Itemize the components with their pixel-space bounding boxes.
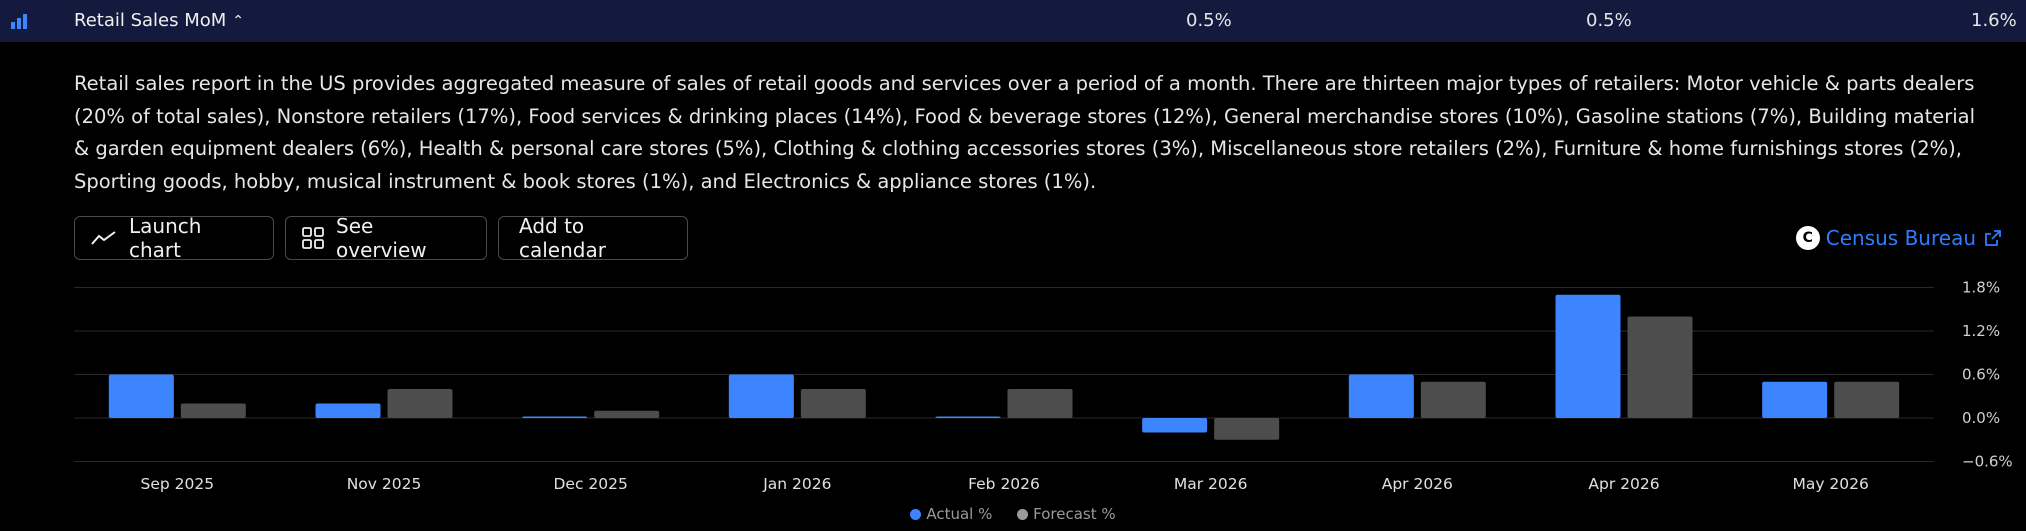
x-tick-label: Apr 2026 (1588, 475, 1659, 493)
x-tick-label: Apr 2026 (1382, 475, 1453, 493)
launch-chart-button[interactable]: Launch chart (74, 214, 274, 262)
x-tick-label: Jan 2026 (762, 475, 831, 493)
legend-actual-dot (910, 508, 922, 520)
source-link[interactable]: C Census Bureau (1795, 224, 2002, 252)
y-tick-label: −0.6% (1962, 453, 2013, 471)
legend-forecast-label: Forecast % (1033, 505, 1116, 523)
forecast-bar[interactable] (387, 389, 453, 418)
y-tick-label: 0.0% (1962, 409, 2000, 427)
x-tick-label: Dec 2025 (553, 475, 627, 493)
see-overview-label: See overview (336, 214, 427, 262)
indicator-description: Retail sales report in the US provides a… (74, 72, 1976, 193)
bar-chart-icon (11, 14, 27, 29)
y-tick-label: 1.2% (1962, 322, 2000, 340)
actual-bar[interactable] (728, 374, 794, 419)
x-tick-label: Sep 2025 (141, 475, 215, 493)
indicator-title[interactable]: Retail Sales MoM ⌃ (74, 0, 244, 42)
forecast-bar[interactable] (1007, 389, 1073, 418)
legend-actual: Actual % (910, 505, 992, 523)
see-overview-button[interactable]: See overview (285, 214, 487, 262)
add-to-calendar-button[interactable]: Add to calendar (498, 214, 688, 262)
forecast-bar[interactable] (1627, 316, 1693, 419)
x-tick-label: May 2026 (1792, 475, 1868, 493)
actual-bar[interactable] (1348, 374, 1414, 419)
y-tick-label: 1.8% (1962, 279, 2000, 297)
actual-bar[interactable] (935, 416, 1001, 419)
forecast-bar[interactable] (1420, 381, 1486, 418)
retail-sales-chart: 1.8% 1.2% 0.6% 0.0% −0.6% Sep 2025 Nov 2025 Dec… (74, 279, 2013, 493)
forecast-bar[interactable] (594, 410, 660, 418)
trend-line-icon (91, 230, 117, 246)
forecast-bar[interactable] (800, 389, 866, 418)
external-link-icon (1984, 229, 2002, 247)
actual-bar[interactable] (1762, 381, 1828, 418)
census-logo: C (1795, 226, 1820, 250)
actual-value: 0.5% (1186, 10, 1232, 31)
legend-actual-label: Actual % (926, 505, 993, 523)
indicator-title-text: Retail Sales MoM (74, 10, 227, 31)
actual-bar[interactable] (1555, 294, 1621, 418)
launch-chart-label: Launch chart (129, 214, 202, 262)
indicator-row[interactable]: Retail Sales MoM ⌃ 0.5% 0.5% 1.6% (0, 0, 2026, 42)
chart-legend: Actual % Forecast % (0, 505, 2026, 524)
x-tick-label: Feb 2026 (968, 475, 1040, 493)
grid-icon (302, 227, 324, 249)
chevron-up-icon[interactable]: ⌃ (232, 13, 245, 29)
forecast-bar[interactable] (1214, 418, 1280, 440)
add-to-calendar-label: Add to calendar (519, 214, 606, 262)
prior-value: 1.6% (1971, 10, 2017, 31)
legend-forecast-dot (1017, 508, 1029, 520)
x-tick-label: Mar 2026 (1174, 475, 1248, 493)
forecast-value: 0.5% (1586, 10, 1632, 31)
legend-forecast: Forecast % (1017, 505, 1116, 523)
forecast-bar[interactable] (180, 403, 246, 419)
y-tick-label: 0.6% (1962, 366, 2000, 384)
forecast-bar[interactable] (1834, 381, 1900, 418)
actual-bar[interactable] (1142, 418, 1208, 433)
actual-bar[interactable] (108, 374, 174, 419)
actual-bar[interactable] (522, 416, 588, 419)
source-label: Census Bureau (1825, 226, 1976, 250)
actual-bar[interactable] (315, 403, 381, 419)
x-tick-label: Nov 2025 (347, 475, 422, 493)
